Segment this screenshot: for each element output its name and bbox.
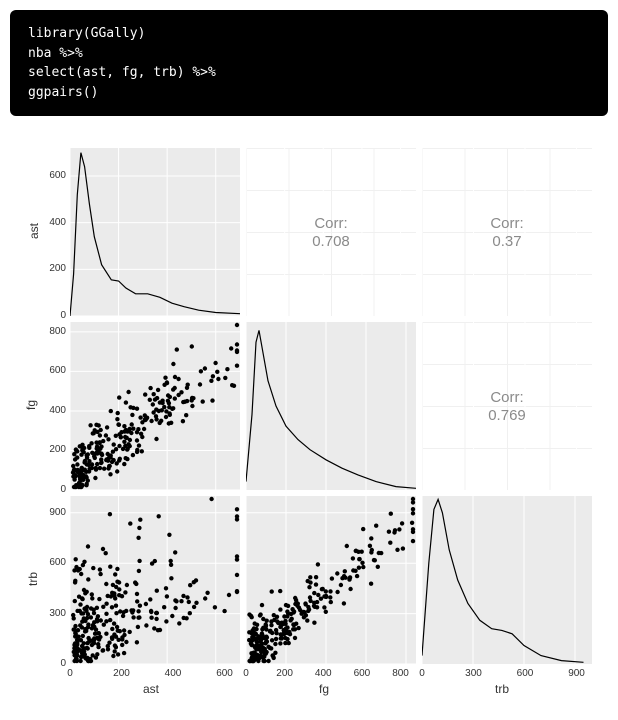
x-tick: 600 [213,668,237,679]
scatter-panel-ast-fg [70,322,240,490]
corr-panel: Corr:0.769 [422,322,592,490]
y-tick: 300 [40,608,66,619]
x-axis-title-trb: trb [495,682,509,696]
ggpairs-plot: Corr:0.708Corr:0.37Corr:0.769astfgtrbast… [20,144,600,704]
corr-panel: Corr:0.37 [422,148,592,316]
density-panel-ast [70,148,240,316]
scatter-panel-ast-trb [70,496,240,664]
code-line: nba %>% [28,46,83,61]
x-tick: 0 [410,668,434,679]
corr-value: 0.769 [488,407,526,424]
x-tick: 900 [565,668,589,679]
x-tick: 600 [350,668,374,679]
y-tick: 200 [40,444,66,455]
x-tick: 200 [273,668,297,679]
y-tick: 200 [40,263,66,274]
corr-label: Corr: [314,214,347,234]
y-tick: 0 [40,310,66,321]
corr-value: 0.708 [312,233,350,250]
y-axis-title-fg: fg [24,400,38,410]
y-tick: 600 [40,170,66,181]
corr-label: Corr: [490,214,523,234]
y-tick: 400 [40,217,66,228]
x-tick: 800 [389,668,413,679]
y-tick: 400 [40,405,66,416]
y-tick: 600 [40,557,66,568]
code-block: library(GGally) nba %>% select(ast, fg, … [10,10,608,116]
code-line: select(ast, fg, trb) %>% [28,65,216,80]
y-tick: 900 [40,507,66,518]
x-tick: 0 [58,668,82,679]
x-tick: 600 [513,668,537,679]
corr-label: Corr: [490,388,523,408]
corr-value: 0.37 [492,233,521,250]
y-tick: 800 [40,326,66,337]
y-tick: 0 [40,484,66,495]
x-tick: 400 [161,668,185,679]
y-tick: 600 [40,365,66,376]
code-line: ggpairs() [28,85,98,100]
x-tick: 200 [110,668,134,679]
x-axis-title-fg: fg [319,682,329,696]
x-tick: 0 [234,668,258,679]
y-axis-title-ast: ast [27,223,41,239]
x-tick: 300 [462,668,486,679]
density-panel-trb [422,496,592,664]
x-tick: 400 [311,668,335,679]
code-line: library(GGally) [28,26,145,41]
y-axis-title-trb: trb [26,572,40,586]
scatter-panel-fg-trb [246,496,416,664]
corr-panel: Corr:0.708 [246,148,416,316]
x-axis-title-ast: ast [143,682,159,696]
density-panel-fg [246,322,416,490]
